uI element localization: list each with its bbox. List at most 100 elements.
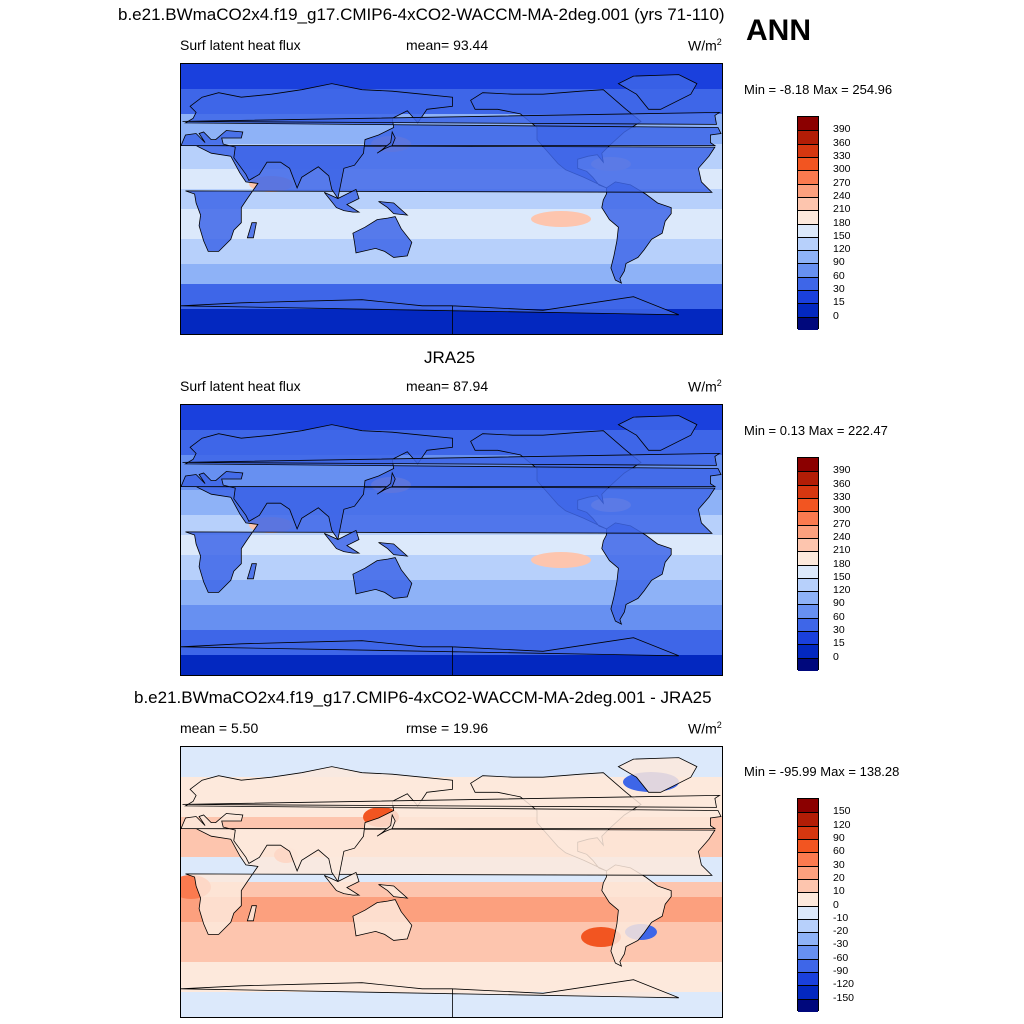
- colorbar-level-label: 390: [833, 464, 851, 477]
- colorbar-swatch: [798, 577, 818, 592]
- colorbar-level-label: -150: [833, 991, 855, 1004]
- colorbar-level-label: 10: [833, 885, 845, 898]
- colorbar-swatch: [798, 865, 818, 879]
- coastline: [352, 216, 413, 258]
- colorbar-swatch: [798, 812, 818, 826]
- colorbar-level-label: -20: [833, 925, 849, 938]
- colorbar-swatch: [798, 657, 818, 671]
- panel2-units: W/m2: [688, 378, 722, 395]
- colorbar-swatch: [798, 497, 818, 512]
- coastline: [181, 486, 716, 593]
- coastline: [246, 563, 257, 580]
- colorbar-swatch: [798, 631, 818, 645]
- panel1-colorbar: 390 360 330 300 270 240 210 180 150 120 90 60 30 15 0: [797, 116, 877, 330]
- colorbar-swatch: [798, 250, 818, 264]
- coastline: [182, 111, 721, 125]
- colorbar-level-label: 90: [833, 831, 845, 844]
- colorbar-level-label: -90: [833, 965, 849, 978]
- coastline: [181, 296, 679, 334]
- field-band: [181, 882, 722, 897]
- colorbar-swatch: [798, 892, 818, 906]
- colorbar-swatch: [798, 170, 818, 184]
- panel3-colorbar: 150 120 90 60 30 20 10 0 -10 -20 -30 -60 -90 -120 -150: [797, 798, 877, 1012]
- panel3-title: b.e21.BWmaCO2x4.f19_g17.CMIP6-4xCO2-WACC…: [134, 688, 712, 707]
- colorbar-level-label: 60: [833, 269, 845, 282]
- colorbar-swatch: [798, 644, 818, 658]
- colorbar-swatch: [798, 945, 818, 959]
- colorbar-swatch: [798, 458, 818, 472]
- colorbar-level-label: 360: [833, 136, 851, 149]
- colorbar-box: [797, 798, 819, 1012]
- colorbar-level-label: 210: [833, 203, 851, 216]
- colorbar-swatch: [798, 838, 818, 853]
- coastline: [181, 145, 716, 252]
- colorbar-swatch: [798, 932, 818, 946]
- colorbar-level-label: 390: [833, 123, 851, 136]
- colorbar-swatch: [798, 972, 818, 986]
- panel3-map: [180, 746, 723, 1018]
- colorbar-swatch: [798, 604, 818, 618]
- colorbar-level-label: -60: [833, 951, 849, 964]
- colorbar-swatch: [798, 210, 818, 224]
- colorbar-swatch: [798, 511, 818, 525]
- panel1-map: [180, 63, 723, 335]
- panel1-minmax: Min = -8.18 Max = 254.96: [744, 82, 893, 97]
- coastline: [601, 864, 672, 967]
- colorbar-swatch: [798, 263, 818, 277]
- panel2-mean-label: mean= 87.94: [406, 378, 489, 394]
- colorbar-swatch: [798, 591, 818, 605]
- coastline: [323, 871, 361, 896]
- field-patch: [531, 552, 591, 568]
- colorbar-swatch: [798, 236, 818, 251]
- colorbar-swatch: [798, 998, 818, 1012]
- coastline: [246, 222, 257, 239]
- coastline: [323, 529, 361, 554]
- field-band: [181, 605, 722, 630]
- colorbar-swatch: [798, 290, 818, 304]
- colorbar-level-label: 270: [833, 517, 851, 530]
- coastline: [617, 415, 698, 451]
- colorbar-swatch: [798, 156, 818, 171]
- colorbar-level-label: 20: [833, 871, 845, 884]
- colorbar-level-label: 30: [833, 858, 845, 871]
- coastline: [181, 766, 722, 883]
- coastline: [181, 637, 679, 675]
- coastline: [617, 757, 698, 793]
- colorbar-level-label: 15: [833, 637, 845, 650]
- coastline: [246, 905, 257, 922]
- colorbar-swatch: [798, 918, 818, 933]
- panel2-minmax: Min = 0.13 Max = 222.47: [744, 423, 888, 438]
- colorbar-level-label: 60: [833, 610, 845, 623]
- coastline: [182, 794, 721, 808]
- colorbar-swatch: [798, 303, 818, 317]
- colorbar-swatch: [798, 316, 818, 330]
- coastline: [378, 201, 409, 216]
- coastline: [378, 884, 409, 899]
- coastline: [181, 83, 722, 200]
- colorbar-level-label: 330: [833, 149, 851, 162]
- season-label: ANN: [746, 14, 811, 47]
- colorbar-level-label: 120: [833, 818, 851, 831]
- panel1-title: b.e21.BWmaCO2x4.f19_g17.CMIP6-4xCO2-WACC…: [118, 5, 725, 24]
- colorbar-swatch: [798, 617, 818, 632]
- colorbar-level-label: 180: [833, 216, 851, 229]
- colorbar-swatch: [798, 958, 818, 973]
- colorbar-level-label: 0: [833, 309, 839, 322]
- colorbar-level-label: 180: [833, 557, 851, 570]
- colorbar-level-label: 210: [833, 544, 851, 557]
- colorbar-level-label: 90: [833, 597, 845, 610]
- panel2-title: JRA25: [424, 348, 476, 367]
- panel1-units: W/m2: [688, 37, 722, 54]
- coastline: [181, 424, 722, 541]
- colorbar-swatch: [798, 117, 818, 131]
- colorbar-level-label: 60: [833, 845, 845, 858]
- colorbar-swatch: [798, 985, 818, 999]
- field-band: [181, 264, 722, 284]
- colorbar-level-label: -30: [833, 938, 849, 951]
- colorbar-swatch: [798, 223, 818, 237]
- coastline: [323, 188, 361, 213]
- colorbar-swatch: [798, 276, 818, 291]
- colorbar-swatch: [798, 183, 818, 197]
- colorbar-swatch: [798, 484, 818, 498]
- colorbar-level-label: 90: [833, 256, 845, 269]
